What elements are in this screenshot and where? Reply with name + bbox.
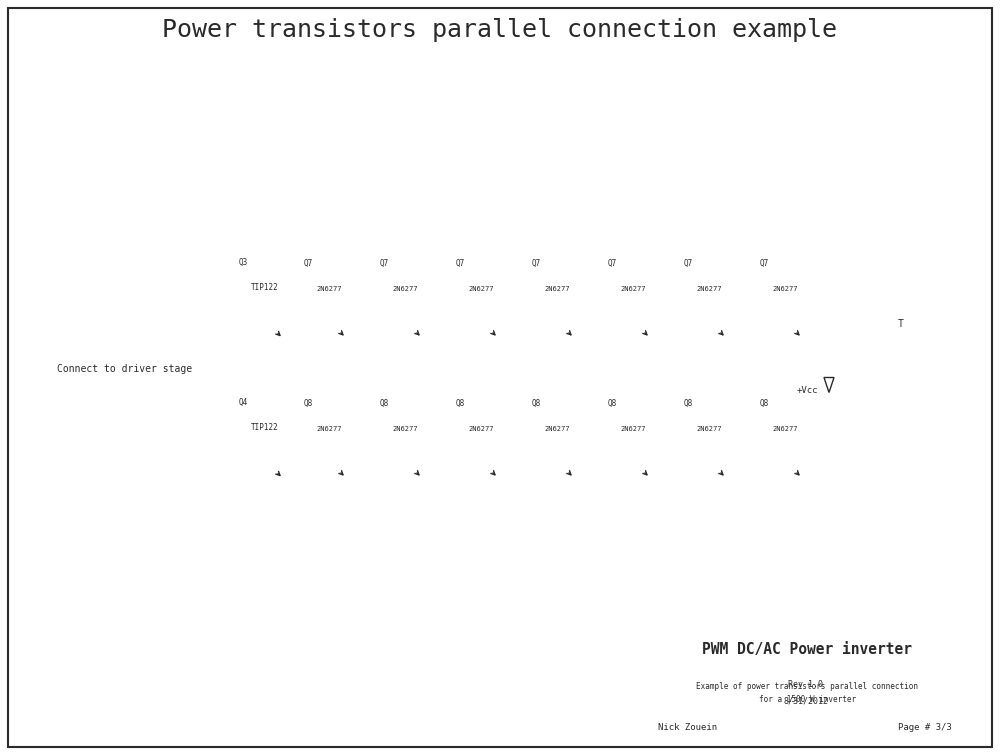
Text: 2N6277: 2N6277 xyxy=(544,426,570,432)
Bar xyxy=(757,409,817,491)
Text: Q8: Q8 xyxy=(380,399,389,408)
Bar xyxy=(605,269,665,351)
Text: Q8: Q8 xyxy=(304,399,313,408)
Text: T: T xyxy=(898,319,904,329)
Bar xyxy=(605,409,665,491)
Text: Q4: Q4 xyxy=(238,398,247,407)
Text: Page # 3/3: Page # 3/3 xyxy=(898,723,952,732)
Text: 2N6277: 2N6277 xyxy=(696,286,722,292)
Text: 2N6277: 2N6277 xyxy=(468,426,494,432)
Text: Q7: Q7 xyxy=(304,259,313,268)
Bar xyxy=(681,269,741,351)
Bar xyxy=(377,269,437,351)
Bar xyxy=(453,269,513,351)
Text: Rev 1.0: Rev 1.0 xyxy=(788,680,823,689)
Text: Q8: Q8 xyxy=(532,399,541,408)
Text: Q7: Q7 xyxy=(760,259,769,268)
Text: 2N6277: 2N6277 xyxy=(316,286,342,292)
Bar xyxy=(235,408,299,492)
Bar xyxy=(681,409,741,491)
Text: Q8: Q8 xyxy=(456,399,465,408)
Bar xyxy=(235,268,299,352)
Bar xyxy=(453,409,513,491)
Text: TIP122: TIP122 xyxy=(251,282,279,291)
Text: 2N6277: 2N6277 xyxy=(772,286,798,292)
Text: 2N6277: 2N6277 xyxy=(696,426,722,432)
Bar xyxy=(377,409,437,491)
Bar xyxy=(757,269,817,351)
Bar xyxy=(529,409,589,491)
Text: 2N6277: 2N6277 xyxy=(392,426,418,432)
Text: 8/31/2012: 8/31/2012 xyxy=(783,696,828,705)
Text: Nick Zouein: Nick Zouein xyxy=(658,723,718,732)
Text: Q8: Q8 xyxy=(608,399,617,408)
Bar xyxy=(529,269,589,351)
Text: Power transistors parallel connection example: Power transistors parallel connection ex… xyxy=(162,18,838,42)
Text: Q7: Q7 xyxy=(532,259,541,268)
Text: Example of power transistors parallel connection
for a 1500 W inverter: Example of power transistors parallel co… xyxy=(696,682,918,704)
Text: 2N6277: 2N6277 xyxy=(316,426,342,432)
Text: Q3: Q3 xyxy=(238,258,247,267)
Text: TIP122: TIP122 xyxy=(251,423,279,432)
Text: Q7: Q7 xyxy=(380,259,389,268)
Text: 2N6277: 2N6277 xyxy=(772,426,798,432)
Text: Q7: Q7 xyxy=(456,259,465,268)
Text: 2N6277: 2N6277 xyxy=(468,286,494,292)
Text: 2N6277: 2N6277 xyxy=(620,426,646,432)
Text: Q8: Q8 xyxy=(760,399,769,408)
Text: Q8: Q8 xyxy=(684,399,693,408)
Text: Connect to driver stage: Connect to driver stage xyxy=(57,364,192,374)
Bar xyxy=(301,409,361,491)
Text: Q7: Q7 xyxy=(608,259,617,268)
Text: +Vcc: +Vcc xyxy=(797,387,818,396)
Text: 2N6277: 2N6277 xyxy=(544,286,570,292)
Text: 2N6277: 2N6277 xyxy=(392,286,418,292)
Text: PWM DC/AC Power inverter: PWM DC/AC Power inverter xyxy=(702,643,912,658)
Bar xyxy=(235,269,817,351)
Bar xyxy=(301,269,361,351)
Bar xyxy=(625,623,990,745)
Text: Q7: Q7 xyxy=(684,259,693,268)
Bar xyxy=(235,409,817,491)
Text: 2N6277: 2N6277 xyxy=(620,286,646,292)
